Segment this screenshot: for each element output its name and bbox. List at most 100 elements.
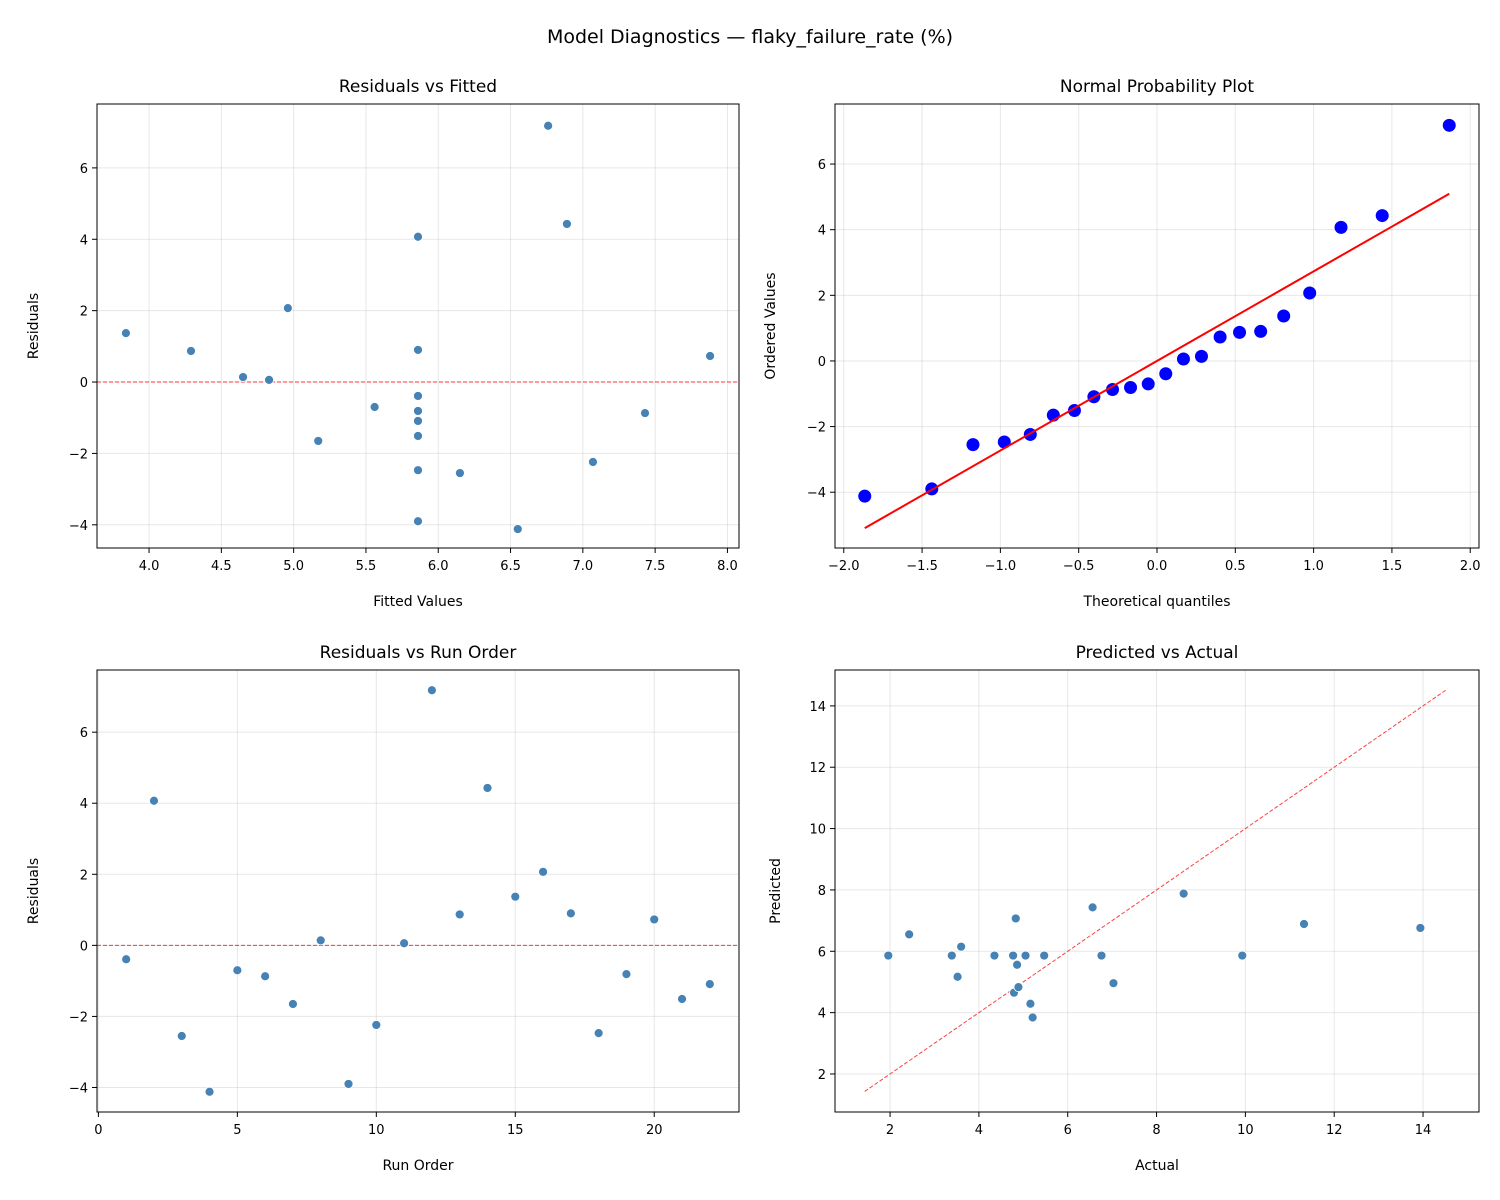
y-tick-label: 14 [809,700,826,715]
x-tick-label: 1.5 [1382,559,1403,574]
x-tick-label: 5.5 [356,559,377,574]
data-point [455,468,465,478]
data-point [426,685,437,696]
data-point [186,346,196,356]
y-axis-label: Residuals [26,293,42,359]
y-tick-label: 4 [818,224,826,239]
x-tick-label: 6 [1064,1123,1072,1138]
axes-frame [834,669,1480,1113]
data-point [956,941,967,952]
x-tick-label: 6.0 [428,559,449,574]
data-point [1025,998,1036,1009]
data-point [1108,978,1119,989]
x-tick-label: 6.5 [500,559,521,574]
x-tick-label: 4.5 [211,559,232,574]
x-tick-label: 14 [1415,1123,1432,1138]
y-tick-label: 6 [80,726,88,741]
data-point [282,303,293,314]
data-point [413,431,423,441]
y-axis-label: Ordered Values [763,272,779,379]
data-point [1087,902,1098,913]
y-tick-label: 8 [818,884,826,899]
x-tick-label: 0 [94,1123,102,1138]
x-tick-label: 1.0 [1303,559,1324,574]
data-point [204,1086,215,1097]
data-point [1096,950,1107,961]
x-tick-label: 10 [1237,1123,1254,1138]
fit-line [864,192,1450,529]
x-tick-label: −0.5 [1063,559,1095,574]
y-tick-label: 6 [80,162,88,177]
data-point [1159,367,1173,381]
data-point [704,979,715,989]
data-point [1141,377,1155,391]
data-point [1213,330,1227,344]
data-point [482,783,493,793]
y-tick-label: −2 [807,421,826,436]
data-point [562,219,572,229]
subplot-title: Residuals vs Fitted [339,77,497,97]
data-point [176,1031,187,1041]
data-point [677,994,687,1004]
data-point [1237,950,1248,961]
figure-suptitle: Model Diagnostics — flaky_failure_rate (… [547,26,953,48]
x-tick-label: 10 [368,1123,385,1138]
x-tick-label: 2.0 [1460,559,1481,574]
x-tick-label: −1.0 [985,559,1017,574]
y-tick-label: 2 [818,1068,826,1083]
data-point [904,929,915,940]
x-tick-label: 8 [1152,1123,1160,1138]
subplot-3: 0 5 10 15 20 −4 −2 0 2 4 6 Residuals vs Run Order Ru… [26,643,740,1174]
x-tick-label: 4 [975,1123,983,1138]
y-axis-label: Residuals [26,858,42,924]
y-axis-label: Predicted [768,858,784,924]
x-tick-label: 15 [507,1123,524,1138]
data-point [989,950,1000,961]
data-point [288,999,298,1009]
data-point [413,391,423,401]
x-tick-label: 0.5 [1225,559,1246,574]
data-point [1277,309,1291,323]
data-point [543,120,554,131]
x-tick-label: 0.0 [1147,559,1168,574]
data-point [313,436,324,446]
data-point [413,406,423,416]
y-tick-label: 4 [80,797,88,812]
subplot-1: 4.0 4.5 5.0 5.5 6.0 6.5 7.0 7.5 8.0 −4 −2 0 2 4 6 Resid… [26,77,740,610]
data-point [1254,324,1268,338]
data-point [1027,1012,1038,1023]
data-point [454,909,465,920]
x-axis-label: Run Order [382,1158,453,1174]
y-tick-label: 6 [818,945,826,960]
data-point [565,908,576,919]
data-point [121,328,131,339]
subplot-title: Predicted vs Actual [1076,643,1239,663]
data-point [1176,352,1190,366]
y-tick-label: −2 [69,1010,88,1025]
y-tick-label: 2 [80,305,88,320]
subplot-title: Normal Probability Plot [1060,77,1255,97]
axes-frame [96,669,740,1113]
x-axis-label: Actual [1135,1158,1179,1174]
data-point [369,402,380,412]
data-point [1442,118,1456,132]
data-point [371,1020,382,1030]
data-point [149,795,159,806]
y-tick-label: 2 [80,868,88,883]
data-point [649,914,660,925]
axes-frame [834,103,1480,549]
data-point [640,408,650,418]
data-point [264,374,274,385]
data-point [858,489,872,503]
x-tick-label: 8.0 [717,559,738,574]
subplot-2: −2.0 −1.5 −1.0 −0.5 0.0 0.5 1.0 1.5 2.0 −4 −2 0 2 4 6 N… [763,77,1481,610]
data-point [593,1028,604,1039]
data-point [883,950,894,961]
subplot-4: 2 4 6 8 10 12 14 2 4 6 8 10 12 14 Predicted vs Actual A… [768,643,1480,1174]
y-tick-label: 0 [80,939,88,954]
data-point [1233,325,1247,339]
data-point [946,950,957,961]
y-tick-label: −4 [69,1081,88,1096]
data-point [1415,923,1426,933]
y-tick-label: 10 [809,823,826,838]
